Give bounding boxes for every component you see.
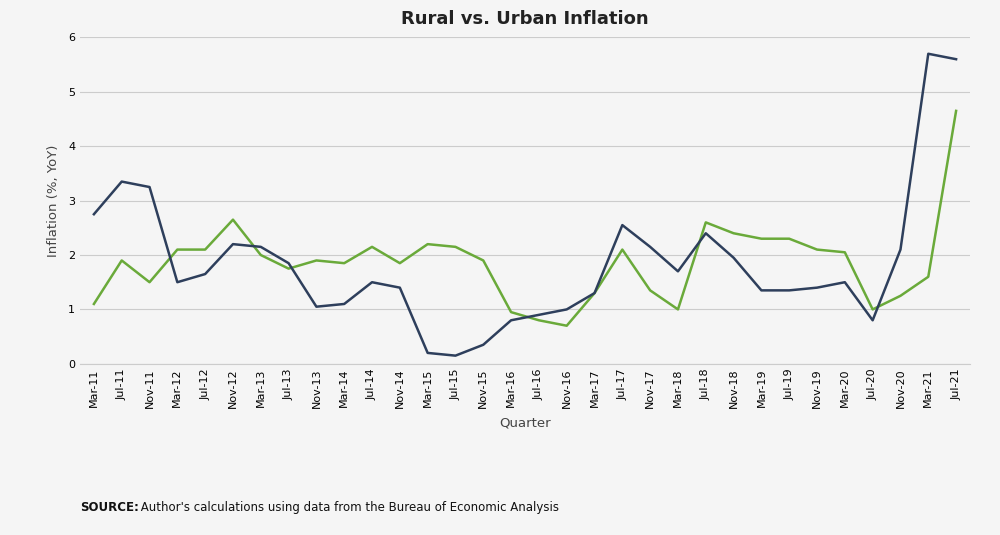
Rural bbox=[366, 279, 378, 286]
Rural bbox=[394, 285, 406, 291]
Urban bbox=[199, 246, 211, 253]
Rural bbox=[422, 350, 434, 356]
Rural bbox=[672, 268, 684, 274]
Urban bbox=[477, 257, 489, 264]
Urban bbox=[422, 241, 434, 247]
Urban bbox=[644, 287, 656, 294]
Urban bbox=[922, 273, 934, 280]
Urban bbox=[672, 306, 684, 312]
Rural bbox=[700, 230, 712, 236]
Rural bbox=[561, 306, 573, 312]
Urban bbox=[366, 243, 378, 250]
Urban bbox=[950, 108, 962, 114]
Rural bbox=[283, 260, 295, 266]
Urban bbox=[894, 293, 906, 299]
Urban bbox=[728, 230, 740, 236]
Urban bbox=[310, 257, 322, 264]
Rural bbox=[449, 353, 461, 359]
Urban bbox=[561, 323, 573, 329]
Urban bbox=[394, 260, 406, 266]
Urban bbox=[533, 317, 545, 324]
Rural bbox=[310, 303, 322, 310]
Line: Rural: Rural bbox=[94, 54, 956, 356]
Urban bbox=[505, 309, 517, 315]
Urban bbox=[783, 235, 795, 242]
Rural bbox=[227, 241, 239, 247]
Rural bbox=[116, 178, 128, 185]
Rural bbox=[505, 317, 517, 324]
Text: Author's calculations using data from the Bureau of Economic Analysis: Author's calculations using data from th… bbox=[137, 501, 559, 514]
Rural bbox=[811, 285, 823, 291]
Urban bbox=[144, 279, 156, 286]
Rural bbox=[533, 311, 545, 318]
Rural bbox=[644, 243, 656, 250]
Urban bbox=[255, 252, 267, 258]
Text: SOURCE:: SOURCE: bbox=[80, 501, 139, 514]
Rural bbox=[783, 287, 795, 294]
Urban bbox=[811, 246, 823, 253]
X-axis label: Quarter: Quarter bbox=[499, 417, 551, 430]
Y-axis label: Inflation (%, YoY): Inflation (%, YoY) bbox=[47, 144, 60, 257]
Rural bbox=[839, 279, 851, 286]
Title: Rural vs. Urban Inflation: Rural vs. Urban Inflation bbox=[401, 10, 649, 28]
Rural bbox=[922, 51, 934, 57]
Urban bbox=[589, 290, 601, 296]
Urban bbox=[700, 219, 712, 226]
Rural bbox=[477, 341, 489, 348]
Urban bbox=[227, 217, 239, 223]
Urban bbox=[449, 243, 461, 250]
Urban bbox=[755, 235, 767, 242]
Rural bbox=[255, 243, 267, 250]
Urban bbox=[338, 260, 350, 266]
Rural bbox=[589, 290, 601, 296]
Urban bbox=[867, 306, 879, 312]
Rural bbox=[867, 317, 879, 324]
Urban bbox=[171, 246, 183, 253]
Rural bbox=[171, 279, 183, 286]
Rural bbox=[338, 301, 350, 307]
Rural bbox=[88, 211, 100, 217]
Rural bbox=[755, 287, 767, 294]
Line: Urban: Urban bbox=[94, 111, 956, 326]
Rural bbox=[144, 184, 156, 190]
Urban bbox=[839, 249, 851, 256]
Urban bbox=[616, 246, 628, 253]
Urban bbox=[283, 265, 295, 272]
Rural bbox=[894, 246, 906, 253]
Urban bbox=[88, 301, 100, 307]
Rural bbox=[728, 255, 740, 261]
Rural bbox=[199, 271, 211, 277]
Rural bbox=[616, 222, 628, 228]
Rural bbox=[950, 56, 962, 63]
Urban bbox=[116, 257, 128, 264]
